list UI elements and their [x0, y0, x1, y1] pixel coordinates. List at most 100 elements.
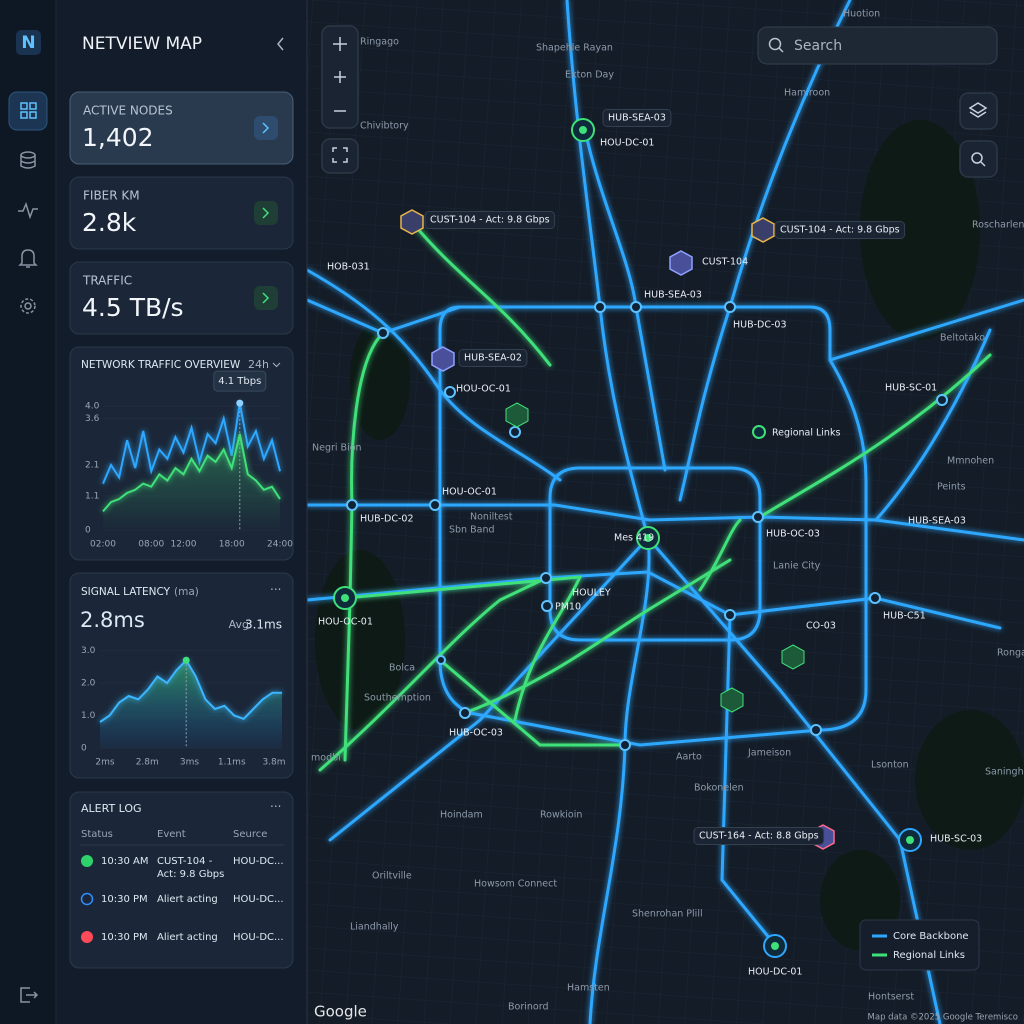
place-label: Bokonelen — [694, 783, 744, 794]
card — [69, 176, 294, 250]
node-label[interactable]: HUB-SEA-03 — [608, 113, 666, 124]
stat-value: 1,402 — [82, 123, 154, 152]
search-placeholder[interactable]: Search — [794, 38, 842, 54]
node-label[interactable]: HUB-SEA-02 — [464, 353, 522, 364]
place-label: Hamiroon — [784, 88, 830, 99]
node-label[interactable]: HUB-DC-03 — [733, 320, 787, 331]
nav-settings[interactable] — [20, 298, 36, 314]
alert-event: Aliert acting — [157, 932, 218, 943]
alert-time: 10:30 PM — [101, 894, 148, 905]
node-label[interactable]: HUB-SEA-03 — [908, 516, 966, 527]
search-box[interactable]: Search — [757, 26, 998, 65]
place-label: Mmnohen — [947, 456, 994, 467]
range-select[interactable]: 24h — [248, 358, 269, 371]
place-label: Southemption — [364, 693, 431, 704]
node-label[interactable]: HUB-OC-03 — [449, 728, 503, 739]
alert-title: ALERT LOG — [81, 802, 142, 815]
place-label: Rowkioin — [540, 810, 582, 821]
status-icon — [81, 855, 93, 867]
place-label: Hontserst — [868, 992, 914, 1003]
node-label[interactable]: CUST-104 — [702, 257, 748, 268]
latency-value: 2.8ms — [80, 608, 145, 632]
node-label[interactable]: HOU-OC-01 — [318, 617, 373, 628]
place-label: Negri Bion — [312, 443, 362, 454]
avg-label: Avg — [229, 618, 249, 631]
x-tick-label: 24:00 — [267, 540, 293, 550]
node-label[interactable]: HOU-OC-01 — [442, 487, 497, 498]
range-caret — [272, 362, 281, 368]
place-label: Lanie City — [773, 561, 821, 572]
card — [69, 91, 294, 165]
node-label[interactable]: HUB-C51 — [883, 611, 926, 622]
node-label[interactable]: HOU-DC-01 — [600, 138, 654, 149]
stat-chevron — [262, 122, 270, 134]
map[interactable]: Ringago Shapehle Rayan Exton Day Hamiroon Ch… — [305, 0, 1024, 1024]
stat-label: FIBER KM — [83, 189, 140, 203]
place-label: Shapehle Rayan — [536, 43, 613, 54]
tooltip-bg — [213, 370, 267, 392]
collapse-button[interactable] — [277, 37, 284, 51]
nav-logout[interactable] — [20, 987, 39, 1003]
legend-label: Core Backbone — [893, 931, 969, 942]
node-label[interactable]: CUST-104 - Act: 9.8 Gbps — [430, 215, 550, 226]
node-label[interactable]: HOB-031 — [327, 262, 370, 273]
chart-title: NETWORK TRAFFIC OVERVIEW — [81, 359, 241, 371]
node-label[interactable]: PM10 — [555, 602, 581, 613]
node-label[interactable]: Mes 419 — [614, 533, 654, 544]
place-label: Ringago — [360, 37, 399, 48]
place-label: Roscharlen — [972, 220, 1024, 231]
node-label-bg — [424, 211, 556, 229]
place-label: Lsonton — [871, 760, 909, 771]
stat-value: 4.5 TB/s — [82, 293, 184, 322]
node-label[interactable]: HUB-OC-03 — [766, 529, 820, 540]
junctions — [346, 301, 948, 751]
place-label: Aarto — [676, 752, 702, 763]
y-tick-label: 1.1 — [85, 491, 99, 501]
place-label: Beltotako — [940, 333, 985, 344]
node-label[interactable]: Regional Links — [772, 428, 840, 439]
nav-database[interactable] — [20, 151, 36, 169]
map-attribution: Map data ©2025 Google Teremisco — [868, 1013, 1018, 1023]
nav-dashboard[interactable] — [20, 102, 37, 119]
place-label: Jameison — [747, 748, 791, 759]
node-label[interactable]: HOU-OC-01 — [456, 384, 511, 395]
panel: ACTIVE NODES 1,402 FIBER KM 2.8k TRAFFIC 4.5 … — [69, 91, 294, 969]
place-label: Oriltville — [372, 871, 412, 882]
node-label[interactable]: CUST-104 - Act: 9.8 Gbps — [780, 225, 900, 236]
node-label[interactable]: HUB-SEA-03 — [644, 290, 702, 301]
place-label: Borinord — [508, 1002, 548, 1013]
stat-button[interactable] — [254, 116, 278, 140]
node-label[interactable]: CO-03 — [806, 621, 836, 632]
node-label[interactable]: HUB-SC-01 — [885, 383, 937, 394]
alert-event: CUST-104 -Act: 9.8 Gbps — [157, 856, 224, 880]
place-label: Noniltest — [470, 512, 513, 523]
stat-button[interactable] — [254, 201, 278, 225]
place-label: Chivibtory — [360, 121, 409, 132]
status-icon — [81, 931, 93, 943]
node-label-bg — [693, 827, 825, 845]
more-menu[interactable]: ··· — [270, 583, 281, 597]
node-label[interactable]: HOULEY — [572, 588, 611, 599]
nav-alerts[interactable] — [18, 249, 38, 268]
more-menu[interactable]: ··· — [270, 800, 281, 814]
x-tick-label: 12:00 — [170, 540, 196, 550]
place-label: Howsom Connect — [474, 879, 557, 890]
place-label: Hamsten — [567, 983, 610, 994]
node-label[interactable]: HOU-DC-01 — [748, 967, 802, 978]
node-label[interactable]: HUB-DC-02 — [360, 514, 414, 525]
node-label[interactable]: CUST-164 - Act: 8.8 Gbps — [699, 831, 819, 842]
peak-point — [182, 656, 190, 664]
node-label[interactable]: HUB-SC-03 — [930, 834, 982, 845]
card — [69, 261, 294, 335]
brand-logo[interactable]: N — [21, 33, 35, 53]
zoom-controls[interactable] — [321, 25, 998, 178]
y-tick-label: 3.6 — [85, 414, 100, 424]
stat-button[interactable] — [254, 286, 278, 310]
peak-point — [236, 399, 244, 407]
x-tick-label: 3.8m — [262, 758, 285, 768]
card — [69, 791, 294, 969]
nav-activity[interactable] — [18, 201, 38, 220]
stat-label: ACTIVE NODES — [83, 104, 173, 118]
panel-title: NETVIEW MAP — [82, 34, 202, 54]
